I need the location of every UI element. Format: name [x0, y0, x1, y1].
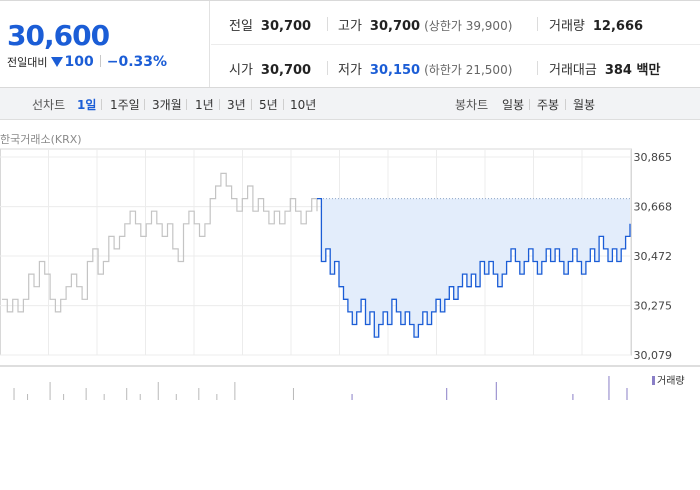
- lower-limit: (하한가 21,500): [424, 63, 513, 77]
- period-10y[interactable]: 10년: [290, 98, 317, 112]
- period-1y[interactable]: 1년: [195, 98, 214, 112]
- volume-value: 12,666: [592, 19, 644, 34]
- down-triangle-icon: [51, 57, 64, 67]
- change-percent: −0.33%: [106, 54, 168, 70]
- volume-swatch: [652, 376, 655, 385]
- volume: 거래량 12,666: [549, 15, 643, 35]
- today-price-line: [317, 197, 631, 338]
- volume-bar: [572, 394, 574, 400]
- quote-header: 30,600 전일대비 100 −0.33% 전일 30,700 고가 30,700 (상…: [0, 0, 700, 88]
- change-label: 전일대비: [7, 56, 48, 69]
- row-divider: [211, 44, 700, 45]
- volume-bar: [234, 382, 236, 400]
- trade-value: 거래대금 384 백만: [549, 59, 660, 79]
- volume-bar: [27, 394, 29, 400]
- divider: [327, 61, 328, 75]
- divider: [251, 99, 252, 110]
- candle-daily[interactable]: 일봉: [502, 98, 525, 112]
- volume-bar: [351, 394, 353, 400]
- divider: [219, 99, 220, 110]
- volume-bar: [608, 376, 610, 400]
- volume-bar: [63, 394, 65, 400]
- volume-legend: 거래량: [652, 372, 685, 387]
- volume-bar: [103, 394, 105, 400]
- candle-weekly[interactable]: 주봉: [537, 98, 560, 112]
- open-value: 30,700: [260, 63, 312, 78]
- prev-close-label: 전일: [229, 19, 253, 34]
- y-tick-label: 30,865: [634, 151, 673, 164]
- period-1w[interactable]: 1주일: [110, 98, 140, 112]
- divider: [537, 61, 538, 75]
- open: 시가 30,700: [229, 59, 311, 79]
- divider: [283, 99, 284, 110]
- change-value: 100: [64, 54, 94, 70]
- volume-bar: [126, 388, 128, 400]
- candle-chart-title: 봉차트: [455, 98, 489, 112]
- volume-bar: [495, 382, 497, 400]
- y-tick-label: 30,079: [634, 349, 673, 362]
- period-3m[interactable]: 3개월: [152, 98, 182, 112]
- volume-bar: [216, 394, 218, 400]
- exchange-label: 한국거래소(KRX): [0, 133, 82, 146]
- volume-bar: [175, 394, 177, 400]
- divider: [99, 55, 101, 67]
- current-price: 30,600: [7, 19, 110, 52]
- period-5y[interactable]: 5년: [259, 98, 278, 112]
- prev-day-line: [2, 172, 318, 313]
- low-label: 저가: [338, 63, 362, 78]
- volume-bar: [198, 388, 200, 400]
- divider: [537, 17, 538, 31]
- line-chart-title: 선차트: [32, 98, 66, 112]
- period-bar: 선차트 1일 1주일 3개월 1년 3년 5년 10년 봉차트 일봉 주봉 월봉: [0, 88, 700, 120]
- high-label: 고가: [338, 19, 362, 34]
- volume-bar: [446, 388, 448, 400]
- volume-legend-label: 거래량: [657, 376, 685, 387]
- volume-label: 거래량: [549, 19, 585, 34]
- high: 고가 30,700 (상한가 39,900): [338, 15, 512, 35]
- period-1d[interactable]: 1일: [77, 98, 97, 112]
- open-label: 시가: [229, 63, 253, 78]
- divider: [186, 99, 187, 110]
- divider: [529, 99, 530, 110]
- y-tick-label: 30,275: [634, 300, 673, 313]
- volume-bar: [139, 394, 141, 400]
- today-area-fill: [317, 198, 630, 338]
- trade-value-label: 거래대금: [549, 63, 597, 78]
- intraday-price-chart[interactable]: 30,865 30,668 30,472 30,275 30,079: [0, 120, 700, 400]
- volume-bar: [292, 388, 294, 400]
- upper-limit: (상한가 39,900): [424, 19, 513, 33]
- volume-bar: [49, 382, 51, 400]
- y-tick-label: 30,472: [634, 250, 673, 263]
- candle-monthly[interactable]: 월봉: [573, 98, 596, 112]
- volume-bar: [626, 388, 628, 400]
- prev-close-value: 30,700: [260, 19, 312, 34]
- volume-bar: [157, 382, 159, 400]
- volume-bar: [13, 388, 15, 400]
- divider: [565, 99, 566, 110]
- trade-value-value: 384 백만: [604, 63, 661, 78]
- period-3y[interactable]: 3년: [227, 98, 246, 112]
- change-row: 전일대비 100 −0.33%: [7, 54, 167, 70]
- divider: [101, 99, 102, 110]
- low-value: 30,150: [369, 63, 421, 78]
- divider: [144, 99, 145, 110]
- low: 저가 30,150 (하한가 21,500): [338, 59, 512, 79]
- divider: [327, 17, 328, 31]
- price-box: 30,600 전일대비 100 −0.33%: [0, 1, 210, 87]
- prev-close: 전일 30,700: [229, 15, 311, 35]
- y-tick-label: 30,668: [634, 201, 673, 214]
- volume-bar: [85, 388, 87, 400]
- high-value: 30,700: [369, 19, 421, 34]
